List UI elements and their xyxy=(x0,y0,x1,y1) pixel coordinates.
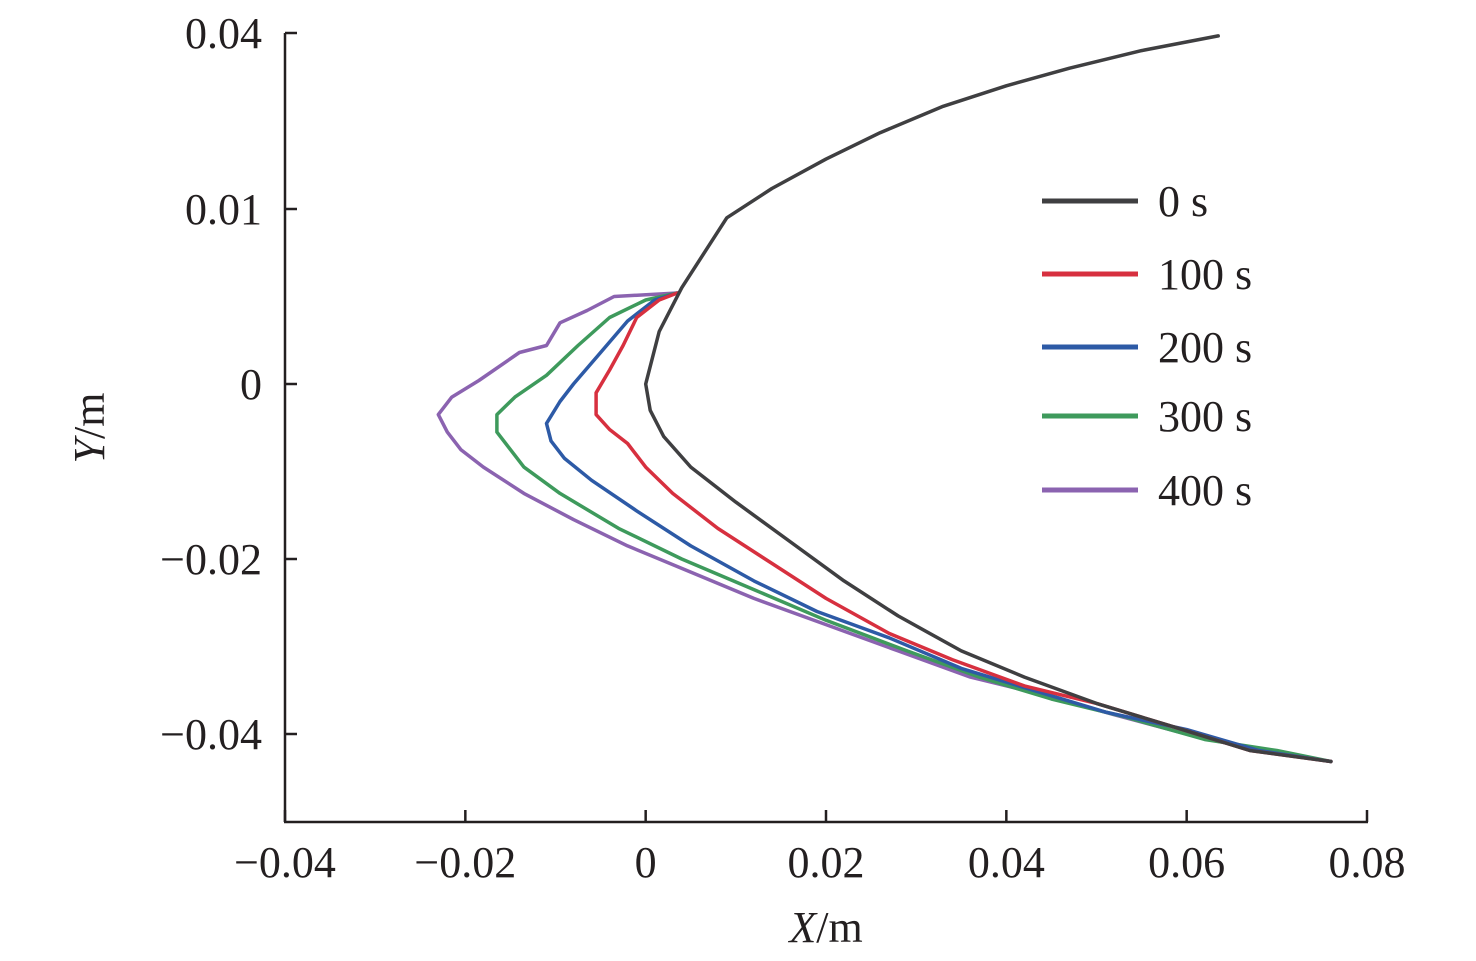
x-tick-label: −0.02 xyxy=(414,838,516,887)
x-axis-title: X/m xyxy=(787,903,862,952)
y-ticks: 0.04 0.01 0 −0.02 −0.04 xyxy=(160,9,297,759)
legend-label-0s: 0 s xyxy=(1158,177,1208,226)
legend-label-100s: 100 s xyxy=(1158,250,1252,299)
y-tick-label: −0.04 xyxy=(160,710,262,759)
series-line-0s xyxy=(643,34,1333,764)
x-tick-label: 0.06 xyxy=(1148,838,1225,887)
series-group xyxy=(436,34,1333,764)
x-tick-label: 0.02 xyxy=(788,838,865,887)
y-tick-label: 0 xyxy=(240,360,262,409)
legend-label-400s: 400 s xyxy=(1158,466,1252,515)
legend-label-200s: 200 s xyxy=(1158,323,1252,372)
series-line-100s xyxy=(594,291,1333,764)
x-tick-label: −0.04 xyxy=(234,838,336,887)
y-tick-label: −0.02 xyxy=(160,535,262,584)
x-tick-label: 0.04 xyxy=(968,838,1045,887)
legend: 0 s 100 s 200 s 300 s 400 s xyxy=(1042,177,1252,515)
y-tick-label: 0.01 xyxy=(185,185,262,234)
y-tick-label: 0.04 xyxy=(185,9,262,58)
x-tick-label: 0 xyxy=(635,838,657,887)
x-ticks: −0.04 −0.02 0 0.02 0.04 0.06 0.08 xyxy=(234,810,1406,887)
series-line-200s xyxy=(544,291,1333,764)
x-tick-label: 0.08 xyxy=(1329,838,1406,887)
legend-label-300s: 300 s xyxy=(1158,392,1252,441)
y-axis-title: Y/m xyxy=(65,393,114,464)
